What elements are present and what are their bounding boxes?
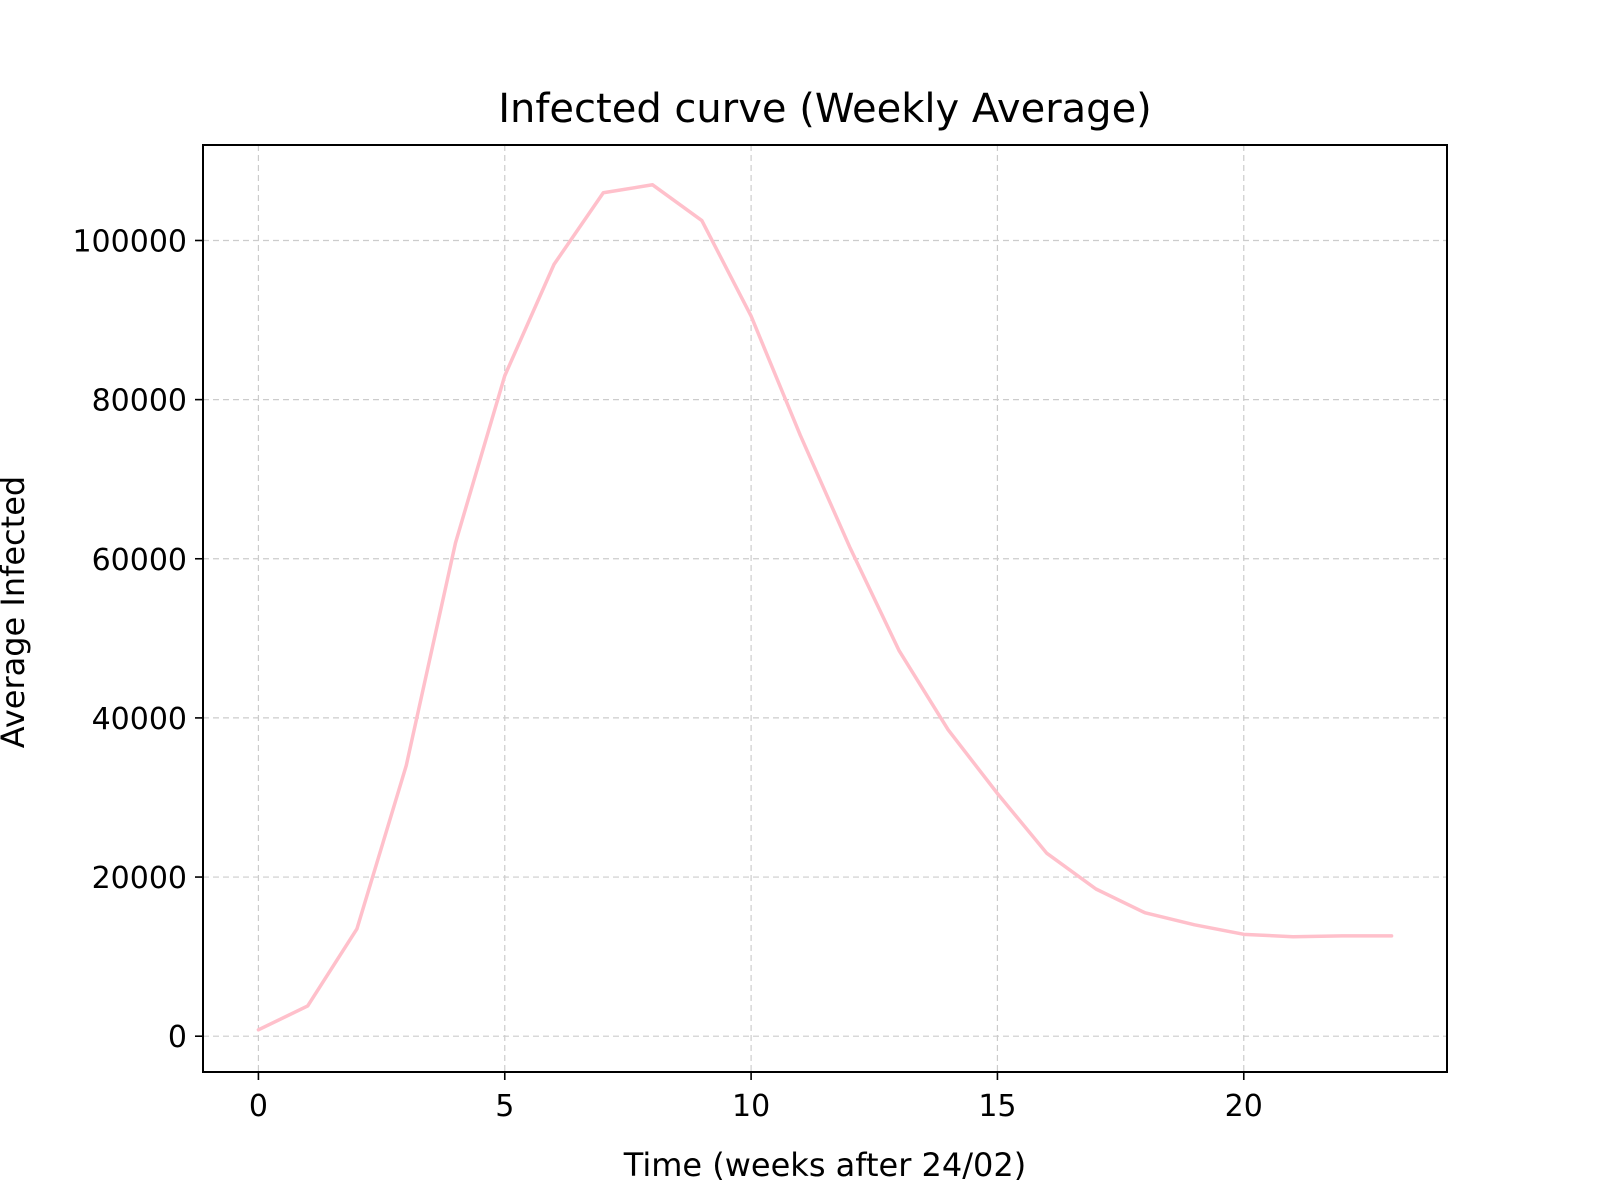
y-tick-label: 100000 (72, 224, 187, 259)
chart-title: Infected curve (Weekly Average) (498, 86, 1152, 132)
series-layer (256, 183, 1394, 1032)
y-tick-label: 20000 (92, 861, 187, 896)
y-tick-label: 40000 (92, 702, 187, 737)
y-tick-label: 0 (168, 1020, 187, 1055)
x-tick-label: 20 (1225, 1089, 1263, 1124)
x-axis-label: Time (weeks after 24/02) (623, 1146, 1026, 1184)
y-tick-label: 60000 (92, 543, 187, 578)
plot-frame (202, 144, 1448, 1073)
series-line (256, 183, 1394, 1032)
x-tick-label: 0 (249, 1089, 268, 1124)
y-tick-label: 80000 (92, 384, 187, 419)
x-tick-label: 5 (495, 1089, 514, 1124)
ticks: 0 5 10 15 20 0 20000 40000 60000 80000 100000 (72, 224, 1262, 1124)
y-axis-label: Average Infected (0, 476, 32, 748)
grid (203, 145, 1447, 1072)
x-tick-label: 15 (978, 1089, 1016, 1124)
x-tick-label: 10 (732, 1089, 770, 1124)
